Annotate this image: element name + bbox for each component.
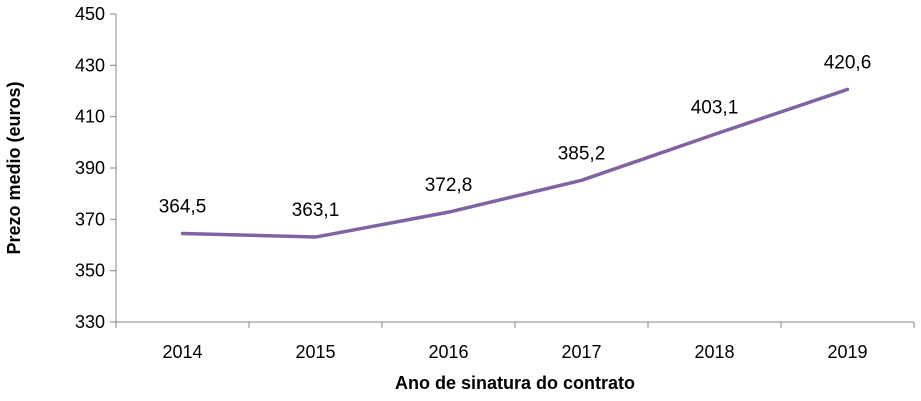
y-axis: 330 350 370 390 410 430 450 xyxy=(75,4,117,332)
x-tick-label: 2019 xyxy=(827,342,867,362)
series-line xyxy=(180,87,850,239)
series-area xyxy=(180,87,850,239)
data-label: 364,5 xyxy=(159,196,207,217)
y-tick-label: 410 xyxy=(75,107,105,127)
data-labels: 364,5 363,1 372,8 385,2 403,1 420,6 xyxy=(159,52,872,221)
y-tick-label: 350 xyxy=(75,261,105,281)
x-tick-label: 2014 xyxy=(162,342,202,362)
x-tick-label: 2015 xyxy=(295,342,335,362)
y-axis-title: Prezo medio (euros) xyxy=(4,81,24,254)
y-tick-label: 450 xyxy=(75,4,105,24)
data-label: 372,8 xyxy=(425,175,473,196)
y-tick-label: 390 xyxy=(75,158,105,178)
x-axis-title: Ano de sinatura do contrato xyxy=(395,373,635,393)
x-axis: 2014 2015 2016 2017 2018 2019 xyxy=(115,321,915,362)
y-tick-label: 370 xyxy=(75,209,105,229)
y-tick-label: 430 xyxy=(75,55,105,75)
data-label: 403,1 xyxy=(691,97,739,118)
x-tick-label: 2016 xyxy=(428,342,468,362)
data-label: 385,2 xyxy=(558,143,606,164)
x-tick-label: 2017 xyxy=(561,342,601,362)
y-tick-label: 330 xyxy=(75,312,105,332)
x-tick-label: 2018 xyxy=(694,342,734,362)
data-label: 363,1 xyxy=(292,200,340,221)
data-label: 420,6 xyxy=(824,52,872,73)
